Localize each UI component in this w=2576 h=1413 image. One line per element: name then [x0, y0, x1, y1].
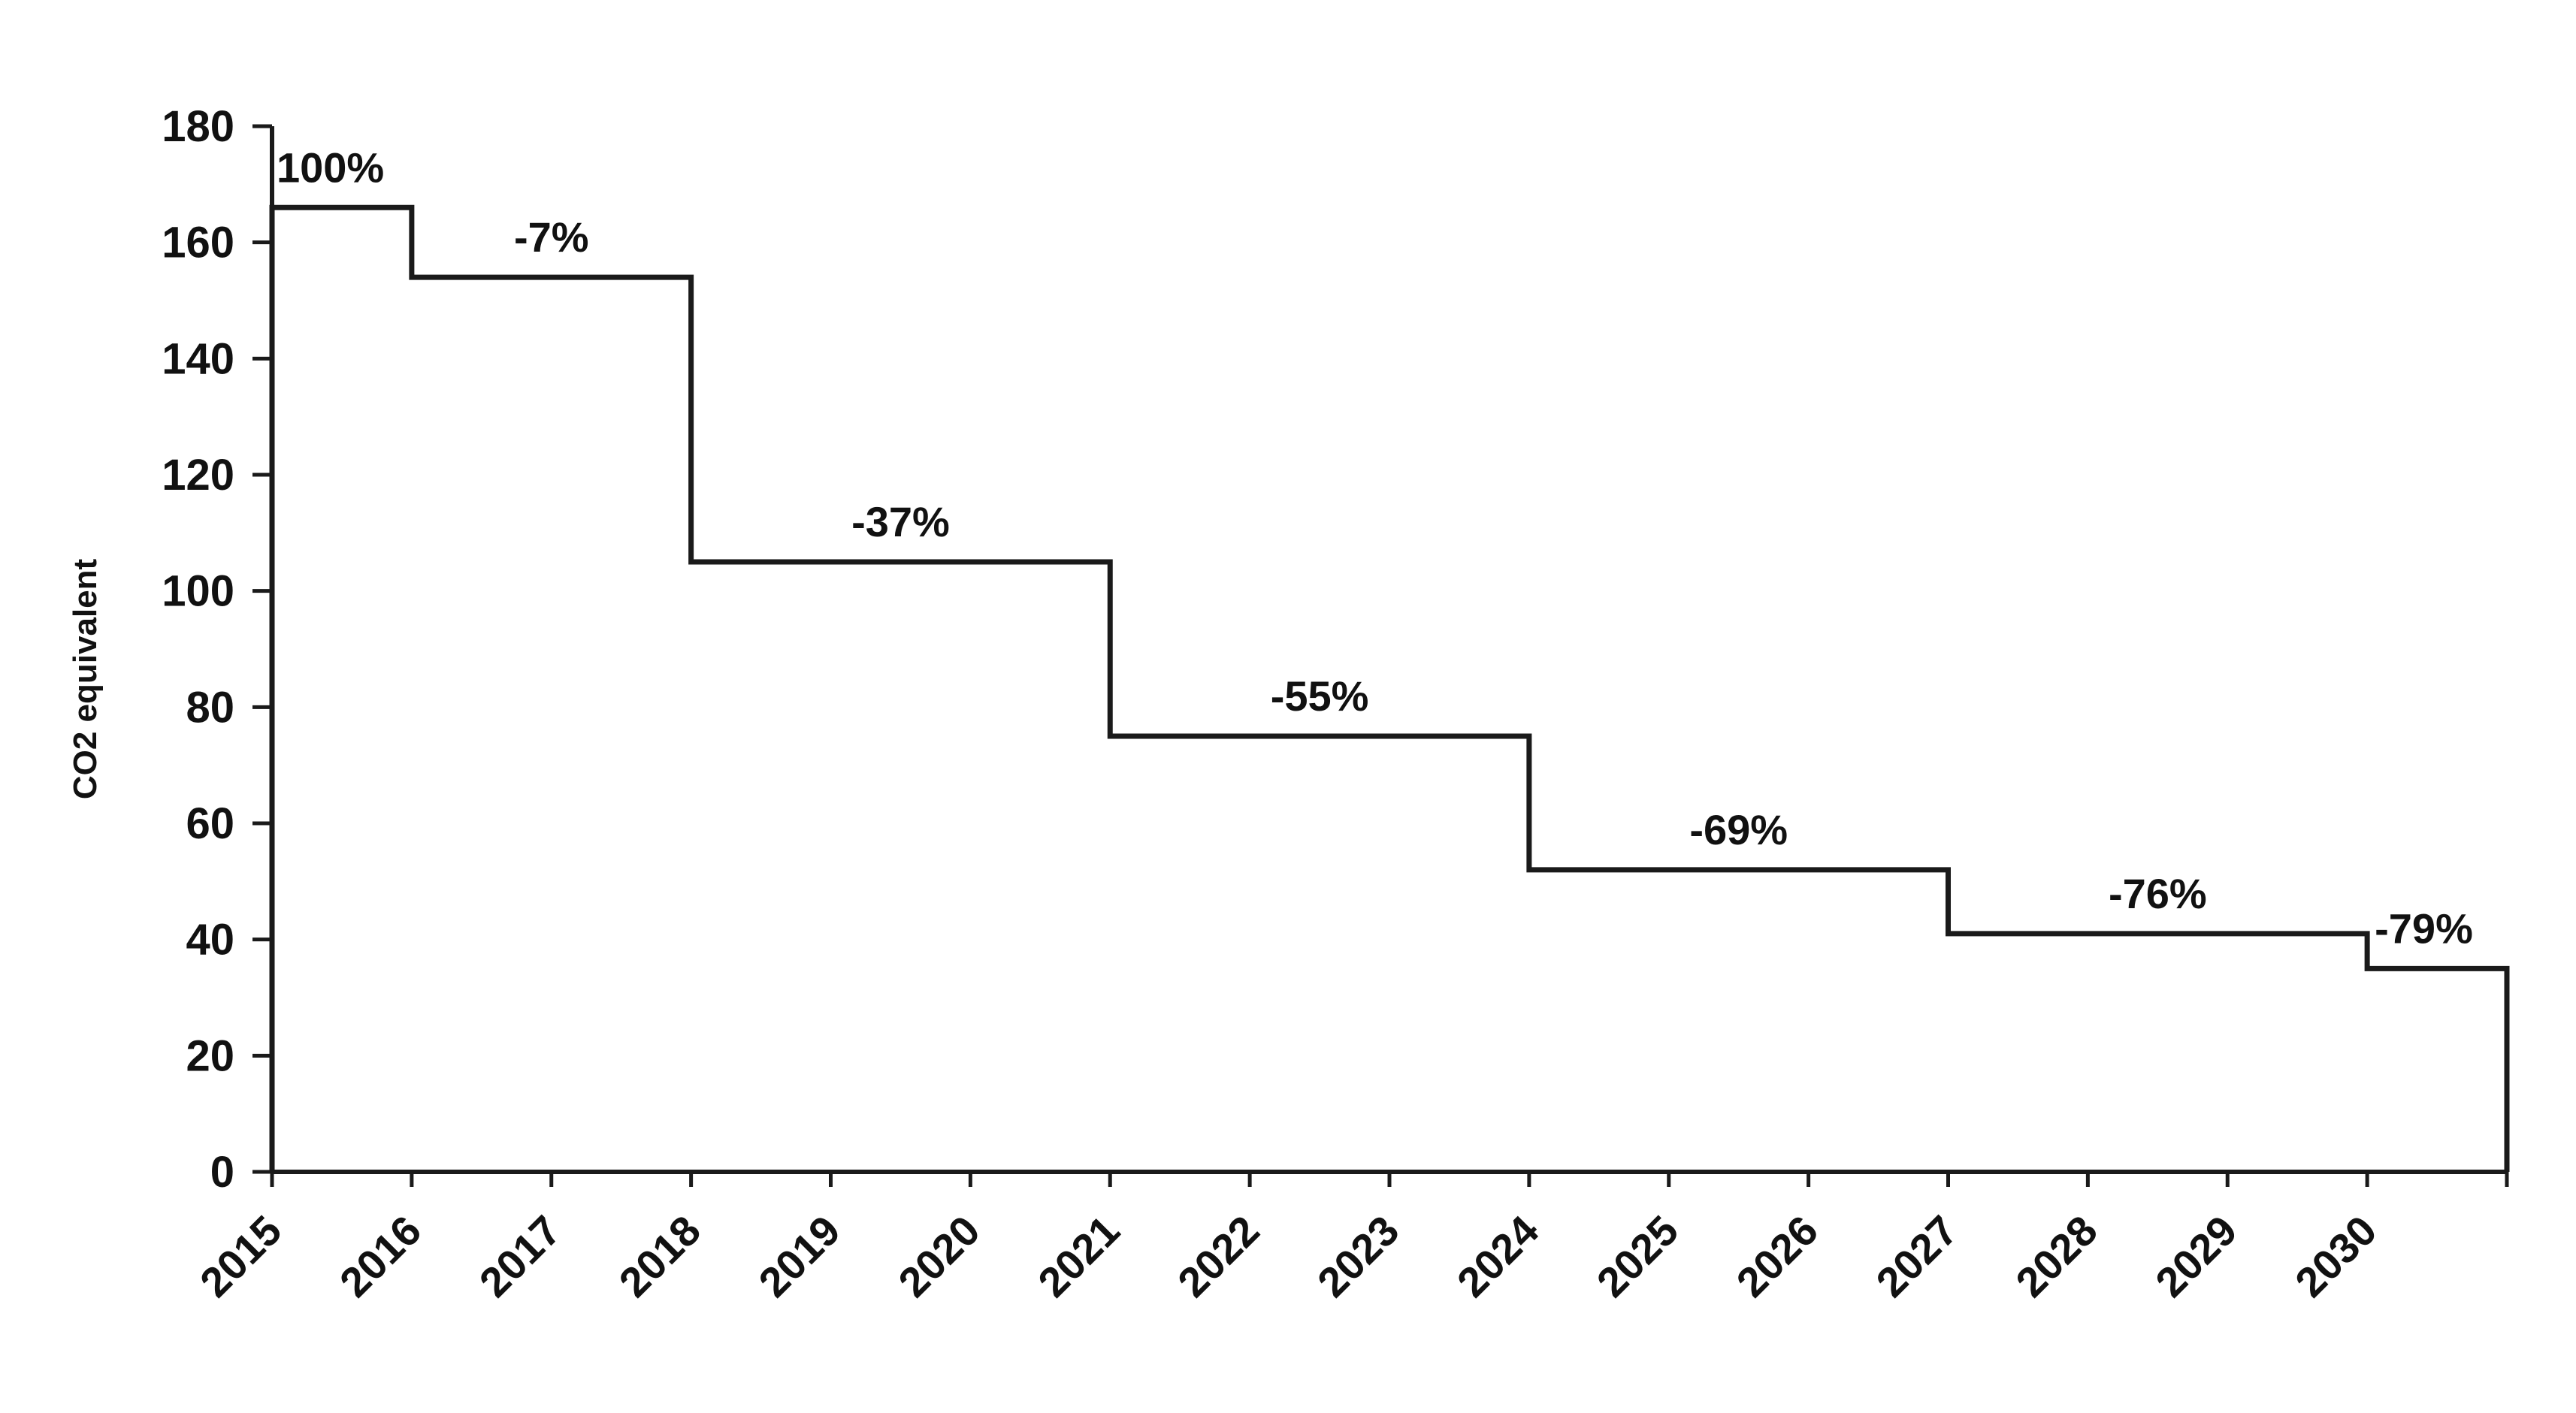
x-tick-label: 2024	[1448, 1206, 1548, 1306]
y-tick-label: 160	[162, 219, 234, 267]
y-tick-label: 140	[162, 334, 234, 383]
co2-series	[269, 204, 2510, 1172]
x-tick-label: 2019	[749, 1206, 849, 1306]
step-value-label: -37%	[851, 498, 950, 545]
step-value-label: -7%	[514, 213, 589, 261]
step-value-label: -79%	[2375, 904, 2473, 952]
y-tick-label: 100	[162, 567, 234, 616]
y-axis: 0 20 40 60 80 100 120 140 160 180	[162, 102, 274, 1197]
x-tick-label: 2025	[1588, 1206, 1688, 1306]
y-tick-label: 20	[186, 1031, 234, 1080]
y-tick-label: 0	[210, 1148, 234, 1197]
step-value-label: -55%	[1271, 672, 1369, 720]
x-tick-label: 2028	[2006, 1206, 2106, 1306]
x-tick-label: 2030	[2286, 1206, 2386, 1306]
y-axis-title: CO2 equivalent	[67, 558, 104, 799]
x-tick-label: 2020	[889, 1206, 989, 1306]
x-tick-label: 2027	[1867, 1206, 1967, 1306]
x-tick-label: 2018	[609, 1206, 709, 1306]
step-labels: 100% -7% -37% -55% -69% -76% -79%	[277, 143, 2473, 952]
step-line	[269, 204, 2510, 1172]
step-value-label: -69%	[1689, 806, 1788, 853]
x-tick-label: 2016	[331, 1206, 431, 1306]
x-tick-label: 2022	[1169, 1206, 1268, 1306]
x-tick-label: 2029	[2146, 1206, 2246, 1306]
y-tick-label: 60	[186, 799, 234, 848]
x-tick-label: 2026	[1727, 1206, 1827, 1306]
x-tick-label: 2023	[1308, 1206, 1408, 1306]
x-axis: 2015 2016 2017 2018 2019 2020 2021 2022 2023 2024…	[191, 1170, 2509, 1306]
y-tick-label: 120	[162, 451, 234, 500]
y-tick-label: 40	[186, 916, 234, 965]
step-value-label: 100%	[277, 143, 384, 191]
y-tick-label: 80	[186, 683, 234, 732]
x-tick-label: 2021	[1029, 1206, 1129, 1306]
step-value-label: -76%	[2109, 870, 2207, 917]
x-tick-label: 2017	[470, 1206, 570, 1306]
y-tick-label: 180	[162, 102, 234, 151]
x-tick-label: 2015	[191, 1206, 291, 1306]
